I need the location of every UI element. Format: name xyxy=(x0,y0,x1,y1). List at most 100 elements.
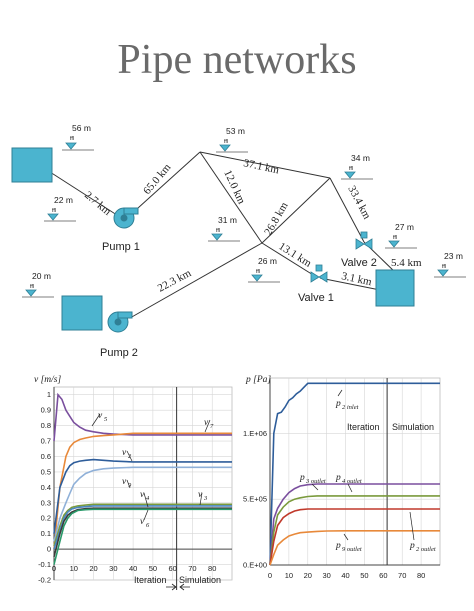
x-tick-label: 70 xyxy=(398,571,406,580)
x-tick-label: 80 xyxy=(417,571,425,580)
pipe-length-label: 37.1 km xyxy=(242,157,280,176)
x-tick-label: 10 xyxy=(285,571,293,580)
series-label: p xyxy=(299,473,305,483)
series-annotations: p 2 inlet p 3 outlet p 4 outlet p 9 outl… xyxy=(299,399,436,553)
series-label: 5 xyxy=(104,416,108,423)
pipe-segment xyxy=(199,151,263,244)
series-label: v xyxy=(140,490,145,500)
elevation-marker: 26 m ffl xyxy=(248,256,280,283)
series-label: v xyxy=(122,477,127,487)
svg-text:Iteration: Iteration xyxy=(347,422,380,432)
reservoir-tank xyxy=(11,147,53,183)
series-line-p9-outlet xyxy=(269,530,440,566)
svg-text:26 m: 26 m xyxy=(258,256,277,266)
series-line-p1-outlet xyxy=(269,508,440,566)
pipe-segment xyxy=(129,242,263,319)
elevation-marker: 31 m ffl xyxy=(208,215,240,242)
elevation-marker: 56 m ffl xyxy=(62,123,94,151)
x-tick-label: 0 xyxy=(268,571,272,580)
svg-text:Simulation: Simulation xyxy=(179,575,221,585)
phase-labels: Iteration Simulation xyxy=(347,422,434,432)
annotation-leader xyxy=(126,479,131,489)
series-line-v2 xyxy=(53,458,232,534)
series-label: 4 outlet xyxy=(342,478,362,485)
pump-1-label: Pump 1 xyxy=(102,241,140,253)
svg-text:Simulation: Simulation xyxy=(392,422,434,432)
svg-text:ffl: ffl xyxy=(349,166,353,172)
x-tick-label: 20 xyxy=(89,564,97,573)
elevation-marker: 22 m ffl xyxy=(44,195,76,222)
svg-text:31 m: 31 m xyxy=(218,215,237,225)
y-tick-label: 0.8 xyxy=(41,421,51,430)
y-tick-label: 0.E+00 xyxy=(243,561,267,570)
annotation-leader xyxy=(343,533,349,541)
series-label: 2 outlet xyxy=(416,546,436,553)
pipe-segment xyxy=(261,177,331,244)
annotation-leader xyxy=(337,389,343,397)
series-label: 6 xyxy=(146,522,150,529)
svg-text:56 m: 56 m xyxy=(72,123,91,133)
pipe-segment xyxy=(329,177,365,243)
y-axis-label: v [m/s] xyxy=(34,375,61,385)
page-title: Pipe networks xyxy=(117,37,357,83)
pipe-length-label: 33.4 km xyxy=(345,184,373,222)
series-label: v xyxy=(198,490,203,500)
series-line-p2-inlet xyxy=(269,382,440,566)
phase-labels: Iteration Simulation xyxy=(134,575,221,585)
y-tick-label: 0.3 xyxy=(41,498,51,507)
series-label: p xyxy=(335,399,341,409)
y-tick-label: 0.4 xyxy=(41,483,51,492)
annotation-leader xyxy=(347,483,353,493)
svg-text:ffl: ffl xyxy=(442,264,446,270)
reservoir-tank xyxy=(61,295,103,331)
y-tick-label: 0.5 xyxy=(41,467,51,476)
series-annotations: v 5 v 7 v 2 v 9 v 4 v 3 v 6 xyxy=(98,411,214,529)
y-tick-label: 0.1 xyxy=(41,529,51,538)
series-label: 3 outlet xyxy=(305,478,326,485)
x-tick-label: 60 xyxy=(379,571,387,580)
pipe-segment xyxy=(319,277,381,291)
pipe-length-label: 12.0 km xyxy=(221,168,247,206)
series-label: v xyxy=(140,517,145,527)
svg-text:ffl: ffl xyxy=(393,235,397,241)
y-tick-label: 1.E+06 xyxy=(243,429,267,438)
pump-2-icon xyxy=(107,311,133,333)
phase-arrow xyxy=(166,583,177,591)
series-label: 9 xyxy=(128,482,132,489)
series-label: 9 outlet xyxy=(342,546,362,553)
x-tick-label: 60 xyxy=(168,564,176,573)
x-tick-label: 30 xyxy=(109,564,117,573)
pressure-chart: p [Pa] 0.E+00 5.E+05 1.E+06 0 10 20 30 40 50 60 70… xyxy=(243,375,441,580)
series-line-p4-outlet xyxy=(269,483,440,566)
svg-text:23 m: 23 m xyxy=(444,251,463,261)
pipe-segment xyxy=(261,242,319,279)
svg-text:ffl: ffl xyxy=(30,284,34,290)
elevation-marker: 23 m ffl xyxy=(434,251,466,278)
series-line-v5 xyxy=(53,392,232,442)
valve-2-label: Valve 2 xyxy=(341,257,377,269)
y-tick-label: 0.7 xyxy=(41,437,51,446)
series-label: p xyxy=(335,473,341,483)
pipe-length-label: 65.0 km xyxy=(141,161,174,197)
pipe-length-label: 26.8 km xyxy=(262,200,291,238)
elevation-marker: 34 m ffl xyxy=(341,153,373,180)
svg-text:20 m: 20 m xyxy=(32,271,51,281)
annotation-leader xyxy=(143,492,149,508)
y-tick-label: 5.E+05 xyxy=(243,495,267,504)
series-line-v4 xyxy=(53,503,232,547)
velocity-chart: v [m/s] -0.2-0.100.10.20.30.40.50.60.70.… xyxy=(34,375,233,591)
y-tick-label: 0 xyxy=(47,545,51,554)
y-tick-label: 0.6 xyxy=(41,452,51,461)
series-label: v xyxy=(122,448,127,458)
valve-1-icon xyxy=(310,264,328,283)
series-label: 2 inlet xyxy=(342,404,359,411)
x-tick-label: 0 xyxy=(52,564,56,573)
series-line-v8 xyxy=(53,508,232,565)
series-label: v xyxy=(204,418,209,428)
pump-1-icon xyxy=(113,207,139,229)
svg-text:ffl: ffl xyxy=(52,208,56,214)
x-tick-label: 50 xyxy=(360,571,368,580)
valve-2-icon xyxy=(355,231,373,250)
series-label: p xyxy=(409,541,415,551)
